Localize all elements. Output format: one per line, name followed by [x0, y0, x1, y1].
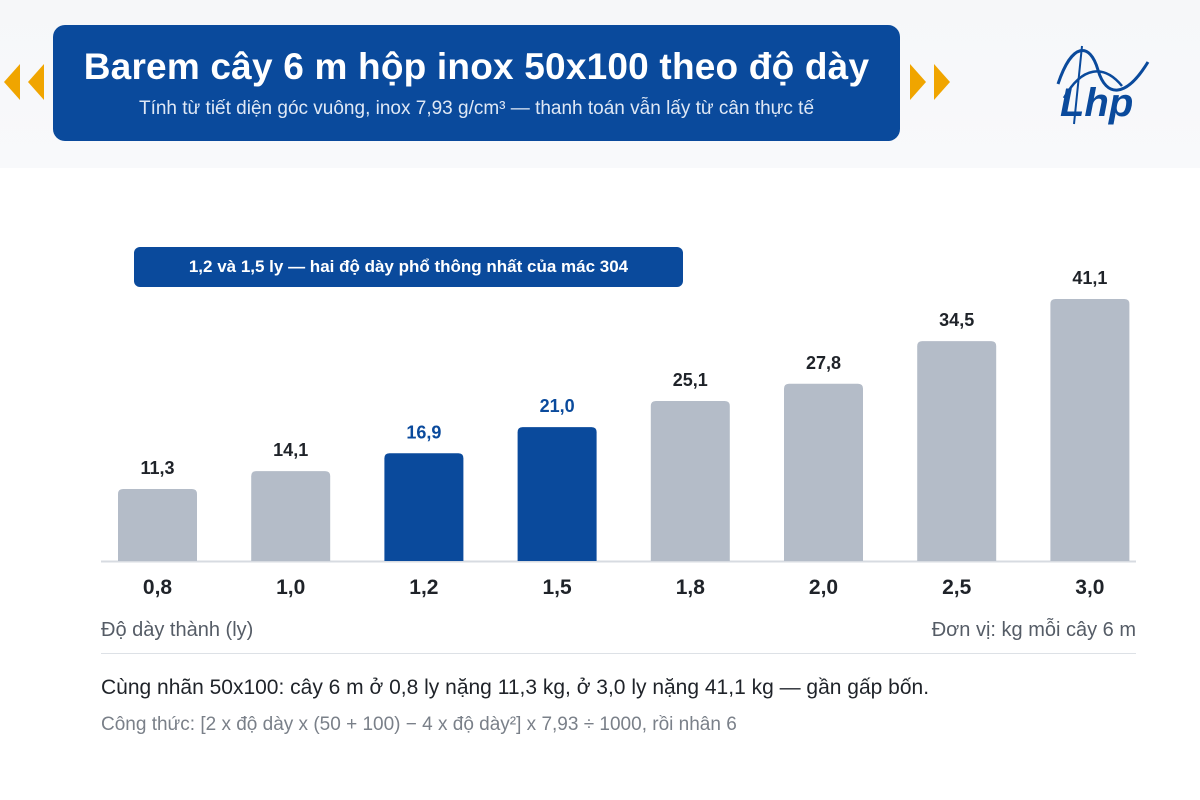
x-tick-label-1,0: 1,0: [276, 576, 305, 599]
data-label-2,0: 27,8: [806, 353, 841, 373]
right-arrows-icon: [906, 62, 952, 102]
logo-text: Lhp: [1060, 81, 1133, 125]
data-label-1,5: 21,0: [540, 396, 575, 416]
summary-text: Cùng nhãn 50x100: cây 6 m ở 0,8 ly nặng …: [101, 676, 930, 699]
data-label-1,8: 25,1: [673, 370, 708, 390]
bar-1,5: [517, 427, 597, 561]
page-title: Barem cây 6 m hộp inox 50x100 theo độ dà…: [83, 46, 870, 87]
x-tick-label-1,2: 1,2: [409, 576, 438, 599]
bar-2,5: [917, 341, 997, 561]
x-tick-label-3,0: 3,0: [1075, 576, 1104, 599]
bar-1,8: [650, 400, 730, 561]
title-box: Barem cây 6 m hộp inox 50x100 theo độ dà…: [53, 25, 900, 141]
formula-text: Công thức: [2 x độ dày x (50 + 100) − 4 …: [101, 714, 737, 735]
x-tick-label-0,8: 0,8: [143, 576, 173, 599]
data-label-3,0: 41,1: [1072, 268, 1107, 288]
x-tick-label-1,8: 1,8: [676, 576, 706, 599]
bar-1,2: [384, 453, 464, 561]
callout-badge: 1,2 và 1,5 ly — hai độ dày phổ thông nhấ…: [134, 247, 683, 287]
x-tick-label-2,5: 2,5: [942, 576, 972, 599]
x-tick-label-2,0: 2,0: [809, 576, 838, 599]
divider: [101, 653, 1136, 654]
page-subtitle: Tính từ tiết diện góc vuông, inox 7,93 g…: [138, 98, 815, 119]
data-label-0,8: 11,3: [140, 458, 174, 478]
bar-1,0: [251, 471, 331, 561]
x-axis-title: Độ dày thành (ly): [101, 619, 254, 641]
data-label-2,5: 34,5: [939, 310, 974, 330]
bar-3,0: [1050, 299, 1130, 561]
bar-2,0: [784, 383, 863, 561]
data-label-1,0: 14,1: [273, 440, 308, 460]
lhp-logo-icon: Lhp: [1052, 40, 1152, 128]
left-arrows-icon: [2, 62, 48, 102]
x-tick-label-1,5: 1,5: [542, 576, 572, 599]
unit-note: Đơn vị: kg mỗi cây 6 m: [931, 619, 1136, 641]
data-label-1,2: 16,9: [406, 422, 441, 442]
bar-0,8: [118, 488, 197, 561]
